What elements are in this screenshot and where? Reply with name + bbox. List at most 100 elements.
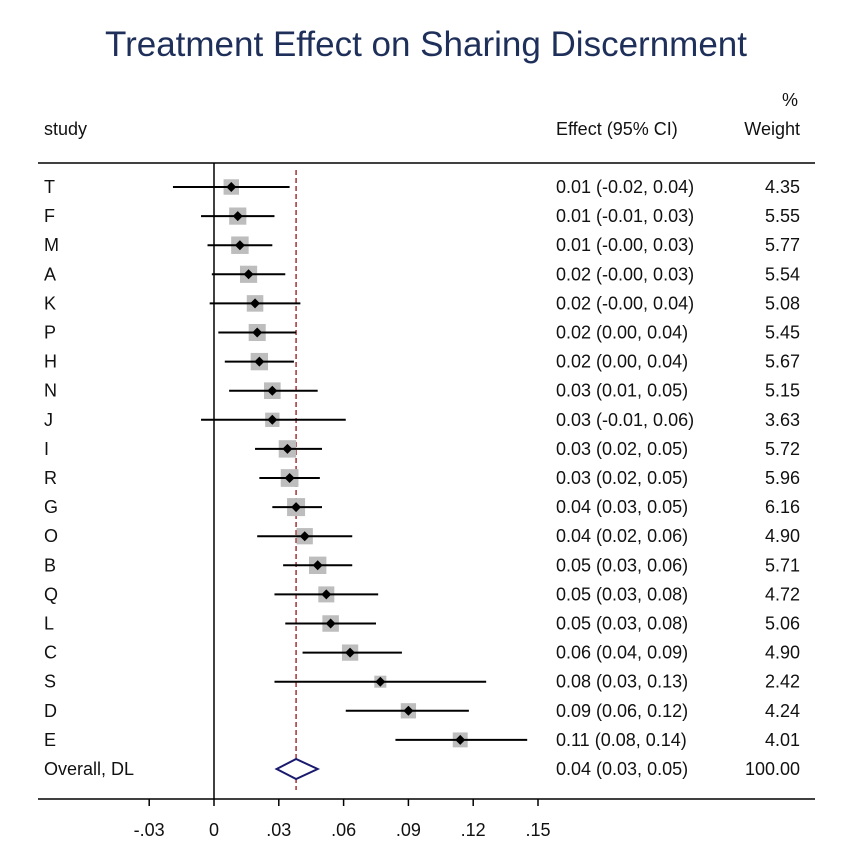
study-row-D: D 0.09 (0.06, 0.12) 4.24 (44, 701, 800, 721)
effect-point (234, 240, 245, 251)
study-label: I (44, 439, 49, 459)
study-label: S (44, 672, 56, 692)
study-row-E: E 0.11 (0.08, 0.14) 4.01 (44, 730, 800, 750)
weight-text: 5.72 (765, 439, 800, 459)
study-row-S: S 0.08 (0.03, 0.13) 2.42 (44, 672, 800, 692)
effect-ci-text: 0.05 (0.03, 0.08) (556, 584, 688, 604)
study-label: J (44, 410, 53, 430)
study-label: H (44, 352, 57, 372)
study-row-P: P 0.02 (0.00, 0.04) 5.45 (44, 323, 800, 343)
weight-text: 5.15 (765, 381, 800, 401)
overall-diamond (274, 757, 321, 781)
study-row-G: G 0.04 (0.03, 0.05) 6.16 (44, 497, 800, 517)
overall-label: Overall, DL (44, 759, 134, 779)
study-row-B: B 0.05 (0.03, 0.06) 5.71 (44, 555, 800, 575)
study-label: P (44, 323, 56, 343)
weight-text: 4.01 (765, 730, 800, 750)
effect-ci-text: 0.03 (0.02, 0.05) (556, 468, 688, 488)
chart-title: Treatment Effect on Sharing Discernment (105, 25, 747, 64)
study-row-Q: Q 0.05 (0.03, 0.08) 4.72 (44, 584, 800, 604)
study-label: A (44, 264, 56, 284)
effect-point (321, 589, 332, 600)
study-row-M: M 0.01 (-0.00, 0.03) 5.77 (44, 235, 800, 255)
weight-text: 4.72 (765, 584, 800, 604)
effect-ci-text: 0.03 (0.01, 0.05) (556, 381, 688, 401)
effect-ci-text: 0.04 (0.03, 0.05) (556, 497, 688, 517)
effect-ci-text: 0.02 (0.00, 0.04) (556, 352, 688, 372)
effect-ci-text: 0.04 (0.02, 0.06) (556, 526, 688, 546)
effect-ci-text: 0.01 (-0.01, 0.03) (556, 206, 694, 226)
effect-point (267, 385, 278, 396)
effect-ci-text: 0.01 (-0.02, 0.04) (556, 177, 694, 197)
study-row-I: I 0.03 (0.02, 0.05) 5.72 (44, 439, 800, 459)
x-tick-label: .15 (525, 820, 550, 840)
study-label: O (44, 526, 58, 546)
weight-column-header-percent: % (782, 90, 798, 110)
study-label: D (44, 701, 57, 721)
weight-text: 2.42 (765, 672, 800, 692)
effect-ci-text: 0.11 (0.08, 0.14) (556, 730, 687, 750)
effect-point (291, 502, 302, 513)
x-tick-label: .03 (266, 820, 291, 840)
study-row-L: L 0.05 (0.03, 0.08) 5.06 (44, 614, 800, 634)
effect-ci-text: 0.02 (-0.00, 0.04) (556, 293, 694, 313)
overall-weight-text: 100.00 (745, 759, 800, 779)
effect-ci-text: 0.05 (0.03, 0.08) (556, 614, 688, 634)
x-tick-label: 0 (209, 820, 219, 840)
weight-text: 5.55 (765, 206, 800, 226)
study-row-K: K 0.02 (-0.00, 0.04) 5.08 (44, 293, 800, 313)
x-tick-label: -.03 (134, 820, 165, 840)
effect-ci-text: 0.08 (0.03, 0.13) (556, 672, 688, 692)
weight-text: 5.67 (765, 352, 800, 372)
effect-ci-text: 0.09 (0.06, 0.12) (556, 701, 688, 721)
study-row-F: F 0.01 (-0.01, 0.03) 5.55 (44, 206, 800, 226)
study-row-T: T 0.01 (-0.02, 0.04) 4.35 (44, 177, 800, 197)
plot-area (213, 163, 297, 799)
weight-text: 5.96 (765, 468, 800, 488)
study-label: T (44, 177, 55, 197)
effect-ci-text: 0.03 (0.02, 0.05) (556, 439, 688, 459)
overall-ci-text: 0.04 (0.03, 0.05) (556, 759, 688, 779)
x-tick-label: .06 (331, 820, 356, 840)
effect-ci-text: 0.02 (-0.00, 0.03) (556, 264, 694, 284)
study-label: K (44, 293, 56, 313)
weight-column-header: Weight (744, 119, 800, 139)
effect-point (226, 182, 237, 192)
weight-text: 5.06 (765, 614, 800, 634)
study-label: G (44, 497, 58, 517)
effect-point (375, 676, 386, 687)
weight-text: 6.16 (765, 497, 800, 517)
overall-row: Overall, DL 0.04 (0.03, 0.05) 100.00 (44, 757, 800, 781)
study-label: F (44, 206, 55, 226)
study-row-O: O 0.04 (0.02, 0.06) 4.90 (44, 526, 800, 546)
weight-text: 5.45 (765, 323, 800, 343)
effect-ci-text: 0.03 (-0.01, 0.06) (556, 410, 694, 430)
study-row-J: J 0.03 (-0.01, 0.06) 3.63 (44, 410, 800, 430)
x-axis: -.03 0 .03 .06 .09 .12 .15 (134, 799, 551, 840)
study-label: Q (44, 584, 58, 604)
weight-text: 5.77 (765, 235, 800, 255)
effect-point (243, 269, 254, 280)
weight-text: 5.54 (765, 264, 800, 284)
weight-text: 4.90 (765, 643, 800, 663)
study-row-A: A 0.02 (-0.00, 0.03) 5.54 (44, 264, 800, 284)
weight-text: 4.35 (765, 177, 800, 197)
effect-point (267, 414, 278, 425)
effect-point (455, 734, 466, 745)
effect-ci-text: 0.01 (-0.00, 0.03) (556, 235, 694, 255)
study-column-header: study (44, 119, 87, 139)
effect-point (252, 327, 263, 338)
study-row-C: C 0.06 (0.04, 0.09) 4.90 (44, 643, 800, 663)
weight-text: 3.63 (765, 410, 800, 430)
effect-point (299, 531, 310, 542)
study-row-N: N 0.03 (0.01, 0.05) 5.15 (44, 381, 800, 401)
effect-point (250, 298, 261, 309)
study-label: R (44, 468, 57, 488)
effect-point (403, 705, 414, 716)
study-rows: T 0.01 (-0.02, 0.04) 4.35 F 0.01 (-0.01, 0.0… (44, 177, 800, 781)
effect-point (254, 356, 265, 367)
effect-column-header: Effect (95% CI) (556, 119, 678, 139)
x-tick-label: .09 (396, 820, 421, 840)
effect-point (284, 473, 295, 483)
